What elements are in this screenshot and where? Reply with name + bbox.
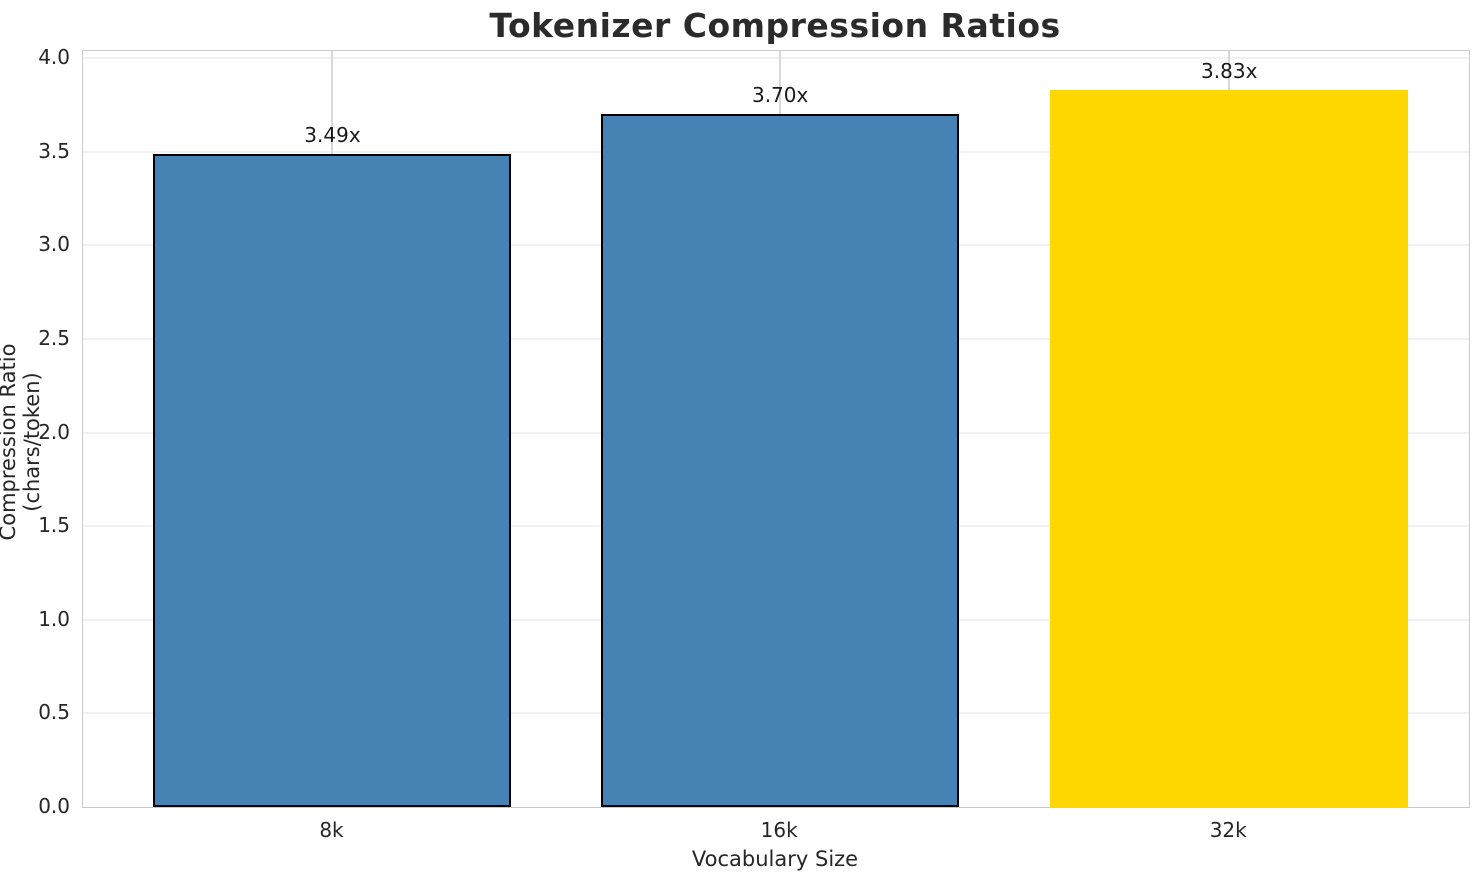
bar-8k: [153, 153, 512, 807]
y-tick-label: 0.5: [38, 700, 70, 725]
y-tick-label: 4.0: [38, 45, 70, 69]
y-tick-label: 1.5: [38, 513, 70, 538]
bar-value-label: 3.49x: [304, 122, 361, 147]
bar-16k: [601, 114, 960, 807]
x-axis-label: Vocabulary Size: [691, 847, 859, 871]
y-tick-label: 2.5: [38, 325, 70, 350]
y-tick-label: 3.5: [38, 138, 70, 163]
chart-title: Tokenizer Compression Ratios: [489, 6, 1061, 45]
x-tick-label-32k: 32k: [1209, 818, 1247, 842]
gridline-horizontal: [83, 57, 1469, 59]
bar-value-label: 3.83x: [1201, 58, 1258, 83]
y-tick-label: 2.0: [38, 419, 70, 444]
bar-32k: [1050, 89, 1409, 807]
y-tick-label: 0.0: [38, 794, 70, 818]
bar-value-label: 3.70x: [751, 83, 809, 108]
plot-area: 3.49x 3.70x 3.83x: [82, 50, 1470, 808]
x-tick-label-16k: 16k: [760, 818, 798, 842]
y-tick-label: 3.0: [38, 232, 70, 257]
x-tick-label-8k: 8k: [319, 818, 344, 842]
y-tick-label: 1.0: [38, 606, 70, 631]
